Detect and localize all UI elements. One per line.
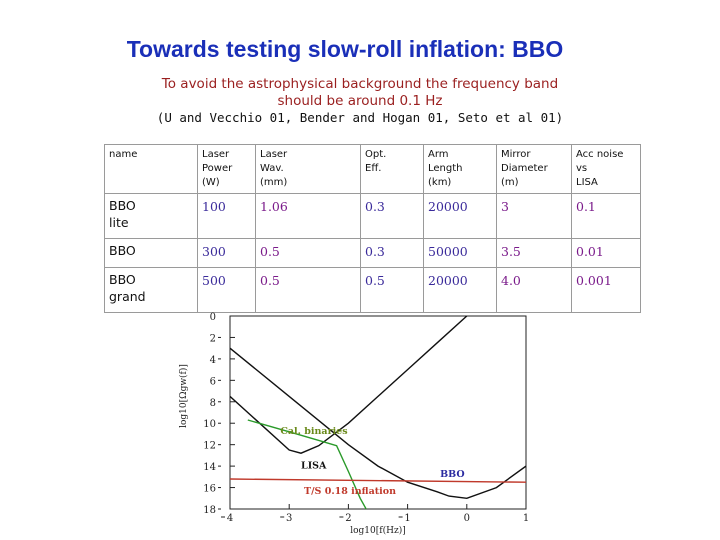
header-laser-wavelength: Laser Wav. (mm) <box>255 144 361 194</box>
curve-label: LISA <box>301 460 327 471</box>
table-cell: 0.1 <box>571 193 641 239</box>
table-cell: 0.3 <box>360 193 424 239</box>
subtitle-line-2: should be around 0.1 Hz <box>277 93 443 109</box>
y-tick-label: 6 <box>210 376 216 387</box>
series-line <box>230 478 526 483</box>
table-cell: 4.0 <box>496 267 572 313</box>
header-arm-length: Arm Length (km) <box>423 144 497 194</box>
table-row: BBO lite 100 1.06 0.3 20000 3 0.1 <box>104 193 641 239</box>
header-name: name <box>104 144 198 194</box>
x-tick-label: 0 <box>464 513 470 524</box>
curve-label: Cal. binaries <box>280 426 347 437</box>
y-tick-label: 2 <box>210 333 216 344</box>
y-tick-label: 14 <box>203 462 216 473</box>
table-cell: 100 <box>197 193 256 239</box>
header-optical-efficiency: Opt. Eff. <box>360 144 424 194</box>
subtitle-line-1: To avoid the astrophysical background th… <box>161 76 559 92</box>
header-laser-power: Laser Power (W) <box>197 144 256 194</box>
table-row: BBO 300 0.5 0.3 50000 3.5 0.01 <box>104 238 641 268</box>
series-line <box>230 347 526 500</box>
table-cell: 50000 <box>423 238 497 268</box>
table-cell: 500 <box>197 267 256 313</box>
header-mirror-diameter: Mirror Diameter (m) <box>496 144 572 194</box>
header-acc-noise: Acc noise vs LISA <box>571 144 641 194</box>
table-cell: BBO grand <box>104 267 198 313</box>
y-tick-label: 0 <box>210 312 216 323</box>
y-axis-label: log10[Ωgw(f)] <box>178 364 189 428</box>
series-line <box>230 316 468 454</box>
series-line <box>247 419 367 509</box>
table-cell: 3.5 <box>496 238 572 268</box>
x-tick-label: 1 <box>404 513 410 524</box>
y-tick-label: 12 <box>203 441 216 452</box>
plot-frame <box>229 315 527 510</box>
table-header-row: name Laser Power (W) Laser Wav. (mm) Opt. Eff… <box>104 144 641 194</box>
y-tick-label: 4 <box>210 355 216 366</box>
table-cell: 0.5 <box>255 238 361 268</box>
table-cell: 1.06 <box>255 193 361 239</box>
table-cell: 0.001 <box>571 267 641 313</box>
table-cell: 0.5 <box>255 267 361 313</box>
table-cell: 0.01 <box>571 238 641 268</box>
x-tick-label: 2 <box>345 513 351 524</box>
slide-title: Towards testing slow-roll inflation: BBO <box>126 36 564 62</box>
table-cell: 3 <box>496 193 572 239</box>
table-cell: 300 <box>197 238 256 268</box>
table-row: BBO grand 500 0.5 0.5 20000 4.0 0.001 <box>104 267 641 313</box>
y-tick-label: 10 <box>203 419 216 430</box>
curve-label: BBO <box>440 469 465 480</box>
table-cell: BBO lite <box>104 193 198 239</box>
table-cell: 0.3 <box>360 238 424 268</box>
table-cell: 20000 <box>423 193 497 239</box>
y-tick-label: 18 <box>203 505 216 516</box>
table-cell: BBO <box>104 238 198 268</box>
references: (U and Vecchio 01, Bender and Hogan 01, … <box>156 110 564 125</box>
x-tick-label: 4 <box>227 513 233 524</box>
detector-parameters-table: name Laser Power (W) Laser Wav. (mm) Opt. Eff… <box>104 144 641 313</box>
x-tick-label: 1 <box>523 513 529 524</box>
y-tick-label: 16 <box>203 484 216 495</box>
curve-label: T/S 0.18 inflation <box>304 486 396 497</box>
x-tick-label: 3 <box>286 513 292 524</box>
x-axis-label: log10[f(Hz)] <box>350 525 405 536</box>
y-tick-label: 8 <box>210 398 216 409</box>
